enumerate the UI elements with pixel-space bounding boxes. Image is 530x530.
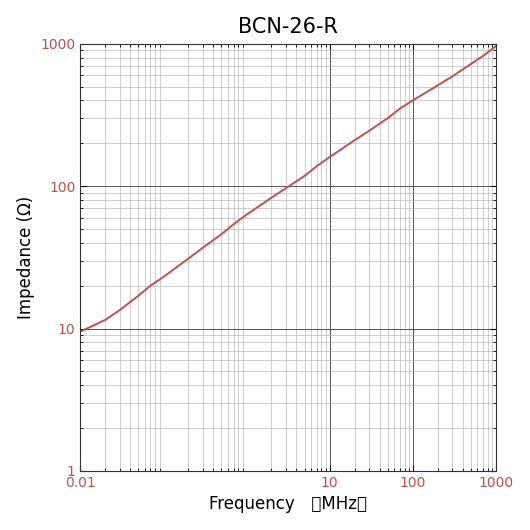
X-axis label: Frequency （MHz）: Frequency （MHz） — [209, 496, 367, 514]
Y-axis label: Impedance (Ω): Impedance (Ω) — [16, 196, 34, 319]
Title: BCN-26-R: BCN-26-R — [238, 16, 338, 37]
